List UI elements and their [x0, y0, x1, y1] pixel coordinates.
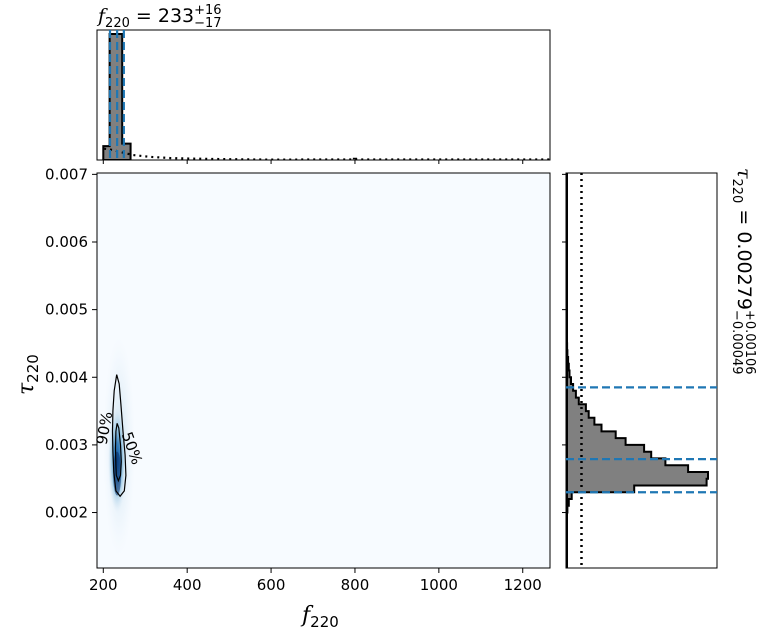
- tau220-title-plus: +0.00106: [742, 310, 757, 375]
- joint-posterior-panel: 90% 50% 200 400 600 800 1000 1200 0.0020.0030…: [14, 165, 551, 631]
- f220-prior-curve: [103, 147, 550, 160]
- x-axis-label: f220: [300, 603, 339, 631]
- f220-title: f220 = 233+16 −17: [96, 3, 222, 31]
- contour-label-90: 90%: [93, 410, 117, 446]
- y-tick-label: 0.002: [45, 504, 88, 522]
- tau220-title-sub: 220: [729, 179, 744, 204]
- f220-title-sub: 220: [105, 16, 130, 31]
- contour-90: [111, 374, 127, 498]
- right-panel-frame: [565, 172, 718, 569]
- x-tick-label: 400: [173, 576, 202, 594]
- x-tick-label: 200: [89, 576, 118, 594]
- f220-title-minus: −17: [194, 16, 221, 31]
- y-axis-label: τ220: [14, 354, 42, 395]
- tau220-title-symbol: τ: [733, 168, 755, 179]
- y-tick-label: 0.004: [45, 368, 88, 386]
- tau220-marginal-panel: τ220 = 0.00279+0.00106−0.00049: [562, 168, 757, 569]
- y-tick-label: 0.007: [45, 165, 88, 183]
- f220-marginal-panel: f220 = 233+16 −17: [96, 3, 551, 164]
- f220-title-plus: +16: [194, 3, 221, 18]
- x-tick-label: 600: [257, 576, 286, 594]
- main-panel-frame: [96, 172, 551, 569]
- contour-50: [114, 423, 122, 483]
- y-tick-label: 0.005: [45, 301, 88, 319]
- x-tick-label: 800: [341, 576, 370, 594]
- f220-title-value: 233: [158, 5, 194, 27]
- y-tick-label: 0.003: [45, 436, 88, 454]
- f220-title-symbol: f: [96, 5, 108, 27]
- tau220-title: τ220 = 0.00279+0.00106−0.00049: [729, 168, 757, 375]
- main-panel-background: [97, 173, 550, 568]
- tau220-title-minus: −0.00049: [729, 310, 744, 375]
- y-tick-label: 0.006: [45, 233, 88, 251]
- tau220-title-value: 0.00279: [733, 231, 755, 310]
- tau220-histogram: [566, 335, 709, 514]
- x-tick-label: 1000: [420, 576, 458, 594]
- top-panel-frame: [96, 29, 551, 161]
- x-tick-label: 1200: [504, 576, 542, 594]
